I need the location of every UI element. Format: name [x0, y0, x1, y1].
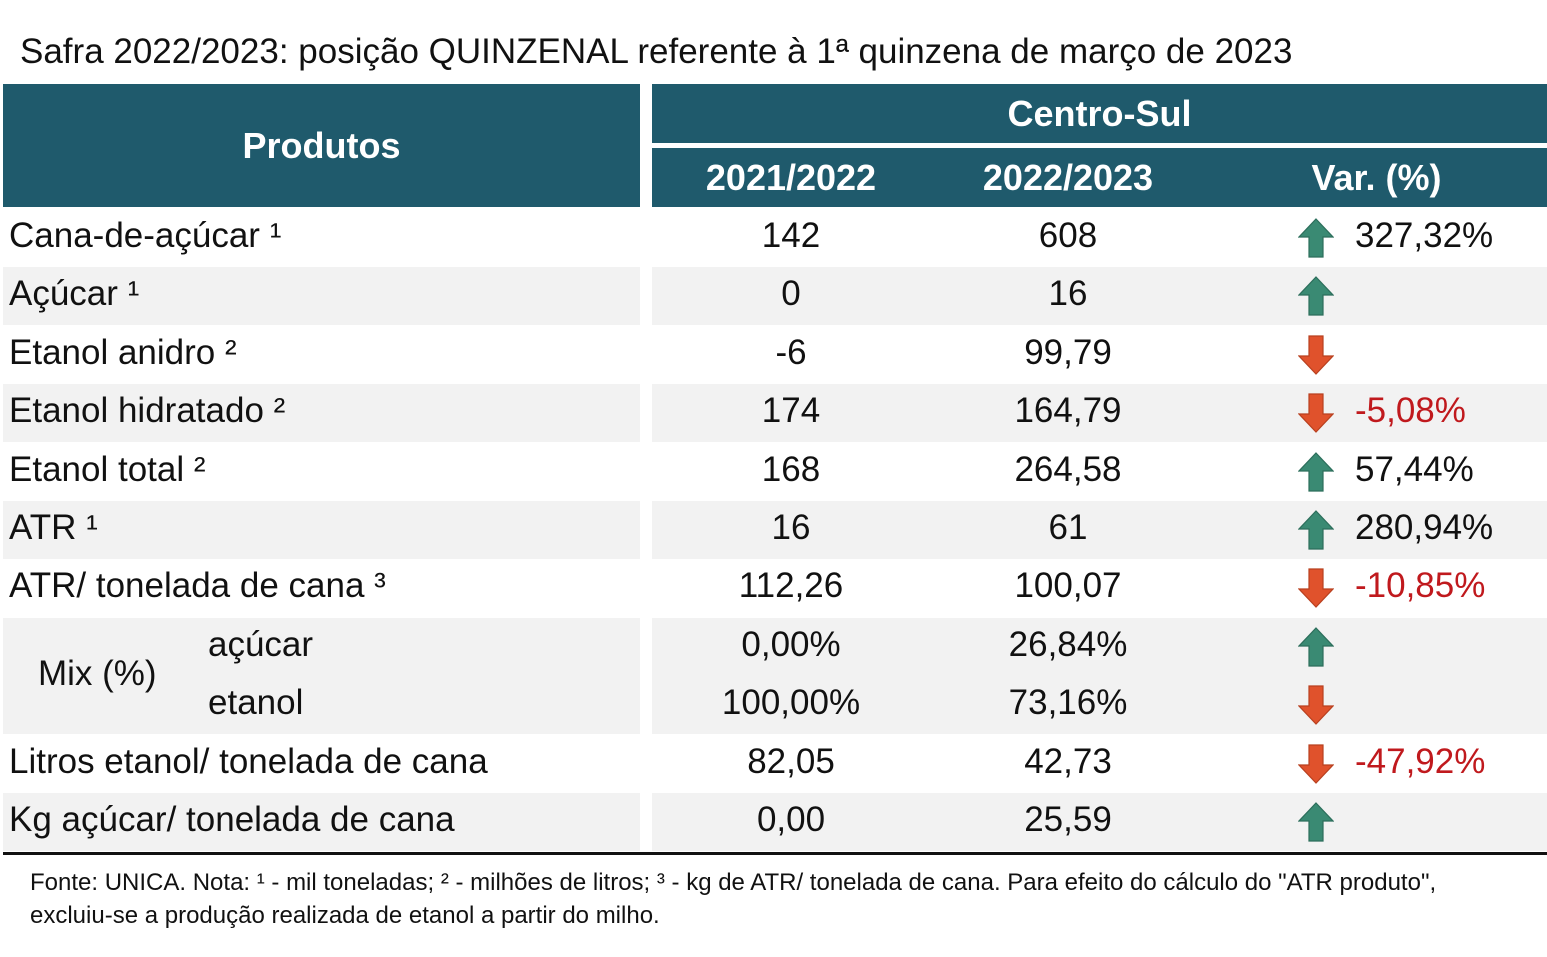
row-bg-left — [3, 617, 640, 735]
row-label: Etanol hidratado ² — [9, 391, 286, 431]
value-2022-2023: 264,58 — [1014, 449, 1122, 489]
arrow-up-icon — [1298, 451, 1334, 492]
bottom-rule — [3, 852, 1547, 855]
value-2022-2023: 608 — [1038, 216, 1098, 255]
table-row — [0, 384, 1547, 443]
header-region: Centro-Sul — [652, 84, 1547, 143]
value-2021-2022: 16 — [771, 508, 811, 547]
table-row — [0, 501, 1547, 559]
value-2022-2023: 164,79 — [1014, 391, 1122, 431]
value-2021-2022: 142 — [761, 216, 821, 255]
value-2022-2023: 61 — [1048, 508, 1088, 547]
row-bg-right — [652, 793, 1547, 851]
arrow-up-icon — [1298, 626, 1334, 667]
value-2022-2023: 100,07 — [1014, 566, 1122, 606]
row-label: ATR/ tonelada de cana ³ — [9, 566, 386, 606]
arrow-up-icon — [1298, 276, 1334, 316]
row-label: Kg açúcar/ tonelada de cana — [9, 800, 455, 839]
header-produtos: Produtos — [3, 84, 640, 207]
value-2021-2022: 0,00% — [741, 624, 841, 664]
arrow-down-icon — [1298, 335, 1334, 375]
variation-value: -10,85% — [1355, 566, 1486, 606]
variation-value: -47,92% — [1355, 741, 1486, 781]
row-bg-left — [3, 267, 640, 326]
variation-value: 57,44% — [1355, 449, 1474, 489]
mix-label: Mix (%) — [38, 654, 157, 693]
arrow-up-icon — [1298, 802, 1334, 842]
value-2022-2023: 26,84% — [1008, 624, 1128, 664]
row-bg-right — [652, 501, 1547, 559]
value-2021-2022: 168 — [761, 449, 821, 489]
variation-value: 280,94% — [1355, 508, 1494, 547]
arrow-down-icon — [1298, 568, 1334, 609]
value-2022-2023: 16 — [1048, 274, 1088, 314]
header-col-2022-2023: 2022/2023 — [930, 148, 1206, 207]
row-bg-right — [652, 267, 1547, 326]
value-2021-2022: 174 — [761, 391, 821, 431]
variation-value: 327,32% — [1355, 216, 1494, 255]
value-2022-2023: 73,16% — [1008, 683, 1128, 723]
row-label: Litros etanol/ tonelada de cana — [9, 741, 488, 781]
table-row — [0, 617, 1547, 735]
row-bg-right — [652, 617, 1547, 735]
value-2022-2023: 42,73 — [1024, 741, 1112, 781]
value-2022-2023: 99,79 — [1024, 332, 1112, 372]
table-title: Safra 2022/2023: posição QUINZENAL refer… — [20, 32, 1293, 71]
arrow-up-icon — [1298, 218, 1334, 258]
value-2021-2022: -6 — [775, 332, 807, 372]
row-bg-right — [652, 384, 1547, 443]
row-bg-left — [3, 501, 640, 559]
header-col-2021-2022: 2021/2022 — [652, 148, 930, 207]
row-label: Etanol total ² — [9, 449, 206, 489]
arrow-down-icon — [1298, 685, 1334, 726]
variation-value: -5,08% — [1355, 391, 1466, 431]
arrow-up-icon — [1298, 510, 1334, 550]
table-row — [0, 793, 1547, 851]
value-2021-2022: 82,05 — [747, 741, 835, 781]
header-col-var: Var. (%) — [1206, 148, 1547, 207]
row-bg-left — [3, 384, 640, 443]
value-2021-2022: 100,00% — [721, 683, 861, 723]
value-2021-2022: 0,00 — [756, 800, 826, 839]
value-2022-2023: 25,59 — [1024, 800, 1112, 839]
row-label: Açúcar ¹ — [9, 274, 140, 314]
row-label: ATR ¹ — [9, 508, 98, 547]
row-bg-left — [3, 793, 640, 851]
mix-sub-label: açúcar — [208, 624, 314, 664]
value-2021-2022: 112,26 — [738, 566, 844, 606]
arrow-down-icon — [1298, 743, 1334, 784]
value-2021-2022: 0 — [781, 274, 801, 314]
arrow-down-icon — [1298, 393, 1334, 434]
mix-sub-label: etanol — [208, 683, 304, 723]
row-label: Cana-de-açúcar ¹ — [9, 216, 282, 255]
table-row — [0, 267, 1547, 326]
footnote: Fonte: UNICA. Nota: ¹ - mil toneladas; ²… — [30, 869, 1437, 929]
row-label: Etanol anidro ² — [9, 332, 237, 372]
